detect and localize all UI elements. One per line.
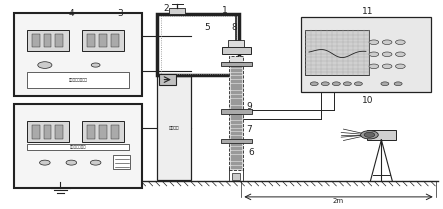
Circle shape xyxy=(321,82,329,86)
Text: 7: 7 xyxy=(246,125,252,134)
Bar xyxy=(87,125,95,139)
Text: 8: 8 xyxy=(231,23,237,32)
Bar xyxy=(229,56,243,170)
Text: 9: 9 xyxy=(246,102,252,111)
Bar xyxy=(99,125,107,139)
Circle shape xyxy=(396,40,405,45)
Bar xyxy=(27,72,129,88)
Bar xyxy=(14,13,142,96)
Bar xyxy=(221,139,252,143)
Circle shape xyxy=(369,40,379,45)
Bar xyxy=(55,125,63,139)
Circle shape xyxy=(382,64,392,69)
Circle shape xyxy=(394,82,402,86)
Circle shape xyxy=(396,64,405,69)
Circle shape xyxy=(382,40,392,45)
Bar xyxy=(27,30,69,51)
Text: 高压放电脉冲装置: 高压放电脉冲装置 xyxy=(69,78,87,82)
Bar xyxy=(111,125,119,139)
Text: 2: 2 xyxy=(163,5,169,14)
Text: 3: 3 xyxy=(117,9,123,18)
Bar xyxy=(82,30,124,51)
Bar xyxy=(159,74,176,85)
Bar xyxy=(301,17,431,92)
Bar xyxy=(14,104,142,187)
Bar xyxy=(169,8,185,14)
Bar xyxy=(305,30,369,75)
Bar xyxy=(111,34,119,47)
Circle shape xyxy=(91,63,100,67)
Bar xyxy=(82,121,124,142)
Bar xyxy=(228,40,245,47)
Bar xyxy=(113,155,130,169)
Text: 2m: 2m xyxy=(333,198,344,204)
Bar xyxy=(232,173,241,180)
Circle shape xyxy=(381,82,389,86)
Bar xyxy=(43,34,51,47)
Bar xyxy=(161,16,236,74)
Bar xyxy=(157,14,239,75)
Circle shape xyxy=(38,62,52,68)
Text: 5: 5 xyxy=(205,23,210,32)
Bar xyxy=(27,144,129,150)
Bar xyxy=(43,125,51,139)
Circle shape xyxy=(361,131,378,139)
Bar xyxy=(87,34,95,47)
Circle shape xyxy=(364,132,375,137)
Bar xyxy=(55,34,63,47)
Bar xyxy=(31,125,39,139)
Circle shape xyxy=(66,160,77,165)
Circle shape xyxy=(310,82,318,86)
Text: 4: 4 xyxy=(69,9,74,18)
Circle shape xyxy=(39,160,50,165)
Circle shape xyxy=(396,52,405,57)
Text: 10: 10 xyxy=(361,96,373,105)
Bar xyxy=(157,76,190,180)
Circle shape xyxy=(369,52,379,57)
Bar xyxy=(221,109,252,114)
Text: 高压直流充电源: 高压直流充电源 xyxy=(70,145,86,149)
Text: 1: 1 xyxy=(222,5,228,15)
Circle shape xyxy=(382,52,392,57)
Text: 6: 6 xyxy=(249,148,254,157)
Text: 11: 11 xyxy=(361,6,373,16)
Bar xyxy=(367,130,396,140)
Circle shape xyxy=(90,160,101,165)
Circle shape xyxy=(369,64,379,69)
Bar xyxy=(27,121,69,142)
Circle shape xyxy=(354,82,362,86)
Bar xyxy=(221,61,252,66)
Bar xyxy=(222,47,251,54)
Text: 储能电容: 储能电容 xyxy=(169,126,179,130)
Circle shape xyxy=(343,82,351,86)
Bar xyxy=(31,34,39,47)
Circle shape xyxy=(332,82,340,86)
Bar xyxy=(99,34,107,47)
